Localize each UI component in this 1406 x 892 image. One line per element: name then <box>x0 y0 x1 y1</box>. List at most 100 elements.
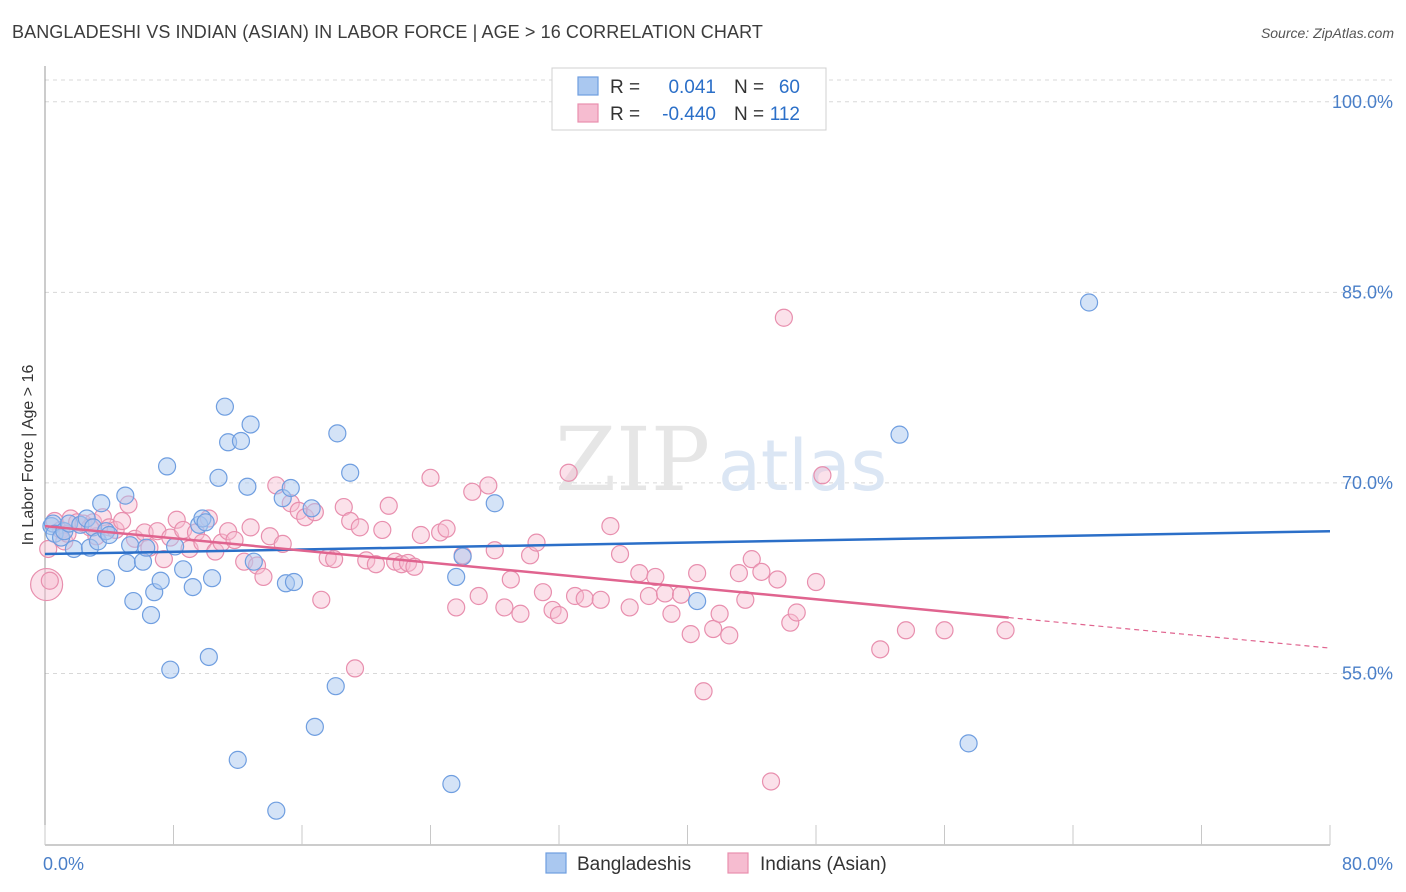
y-tick-label-2: 85.0% <box>1342 282 1393 302</box>
blue-point-26 <box>161 660 180 679</box>
pink-point-58 <box>421 468 440 487</box>
x-tick-label-min: 0.0% <box>43 854 84 874</box>
blue-point-34 <box>202 569 222 588</box>
pink-point-63 <box>463 482 482 501</box>
legend-r-label-blue: R = <box>610 77 640 98</box>
pink-point-21 <box>167 510 186 529</box>
pink-point-72 <box>533 583 553 602</box>
blue-point-46 <box>281 478 300 498</box>
blue-point-12 <box>92 494 111 513</box>
pink-point-75 <box>559 463 578 482</box>
blue-point-28 <box>174 560 193 579</box>
blue-point-42 <box>244 552 263 571</box>
trend-layer <box>44 524 1331 649</box>
pink-point-92 <box>710 604 729 623</box>
pink-point-101 <box>781 613 800 632</box>
blue-point-18 <box>121 536 140 555</box>
legend-n-value-pink: 112 <box>770 104 800 125</box>
x-tick-label-max: 80.0% <box>1342 854 1393 874</box>
pink-point-32 <box>241 518 260 537</box>
bottom-legend-swatch-blue <box>545 852 567 874</box>
blue-point-36 <box>215 397 234 416</box>
pink-point-52 <box>379 496 398 515</box>
pink-point-65 <box>479 476 498 495</box>
bottom-legend-label-indians-asian: Indians (Asian) <box>760 854 887 875</box>
blue-point-56 <box>485 494 504 513</box>
blue-point-29 <box>183 577 202 597</box>
trend-line-indians-asian-extension <box>1008 616 1331 649</box>
pink-point-91 <box>704 619 723 639</box>
pink-point-46 <box>341 511 360 531</box>
blue-point-43 <box>267 801 286 820</box>
blue-point-48 <box>302 499 321 518</box>
pink-point-88 <box>681 624 700 644</box>
blue-point-53 <box>442 774 461 794</box>
pink-point-99 <box>768 570 787 589</box>
bottom-legend-label-bangladeshis: Bangladeshis <box>577 854 691 875</box>
blue-point-16 <box>116 486 135 505</box>
blue-point-52 <box>341 463 360 482</box>
pink-point-0 <box>30 567 64 602</box>
blue-point-22 <box>141 605 161 625</box>
y-tick-labels: 55.0% 70.0% 85.0% 100.0% <box>1332 92 1393 684</box>
pink-point-102 <box>787 603 806 622</box>
legend: R = 0.041 N = 60 R = -0.440 N = 112 <box>551 67 827 131</box>
pink-point-66 <box>485 541 504 560</box>
pink-point-94 <box>729 564 749 583</box>
pink-point-77 <box>575 589 594 608</box>
blue-point-55 <box>453 547 472 566</box>
pink-point-19 <box>154 550 173 569</box>
pink-point-79 <box>601 517 620 536</box>
blue-point-47 <box>284 572 304 592</box>
pink-point-96 <box>742 550 761 569</box>
pink-point-105 <box>871 640 890 659</box>
watermark: ZIP atlas <box>555 408 887 511</box>
blue-point-50 <box>326 677 345 696</box>
blue-point-59 <box>959 734 978 753</box>
pink-point-107 <box>935 621 954 640</box>
legend-r-value-blue: 0.041 <box>668 77 716 98</box>
legend-swatch-pink <box>577 103 599 123</box>
blue-point-57 <box>688 591 707 611</box>
pink-point-78 <box>591 590 610 609</box>
trend-line-bangladeshis <box>44 529 1331 556</box>
pink-point-82 <box>630 564 649 583</box>
pink-point-48 <box>350 518 369 537</box>
pink-point-71 <box>527 533 546 552</box>
blue-point-17 <box>117 553 137 573</box>
blue-point-15 <box>96 569 116 588</box>
legend-r-label-pink: R = <box>610 104 640 125</box>
pink-point-109 <box>40 571 59 590</box>
blue-point-41 <box>241 415 260 434</box>
pink-point-50 <box>366 555 385 574</box>
blue-point-54 <box>447 567 466 587</box>
pink-point-61 <box>447 598 466 617</box>
series-bangladeshis-points <box>42 293 1099 820</box>
blue-point-33 <box>199 647 218 667</box>
pink-point-104 <box>813 466 832 485</box>
pink-point-106 <box>896 621 916 640</box>
legend-n-label-pink: N = <box>734 104 764 125</box>
axis-layer <box>44 66 1331 846</box>
trend-line-indians-asian <box>44 524 1009 619</box>
pink-point-95 <box>736 590 755 609</box>
y-axis-title: In Labor Force | Age > 16 <box>20 365 37 546</box>
blue-point-51 <box>328 424 347 443</box>
pink-point-108 <box>996 621 1015 640</box>
legend-swatch-blue <box>577 76 599 96</box>
watermark-zip: ZIP <box>555 408 710 511</box>
blue-point-39 <box>231 431 251 451</box>
chart-title: BANGLADESHI VS INDIAN (ASIAN) IN LABOR F… <box>12 22 763 42</box>
pink-point-81 <box>620 598 639 617</box>
pink-point-34 <box>254 567 273 587</box>
pink-point-86 <box>662 604 681 623</box>
legend-r-value-pink: -0.440 <box>662 104 716 125</box>
y-tick-label-1: 70.0% <box>1342 473 1393 493</box>
blue-point-38 <box>228 750 247 769</box>
pink-point-13 <box>112 511 132 531</box>
pink-point-103 <box>806 572 826 592</box>
blue-point-6 <box>64 539 84 559</box>
blue-point-21 <box>137 538 156 557</box>
blue-point-35 <box>209 468 228 487</box>
